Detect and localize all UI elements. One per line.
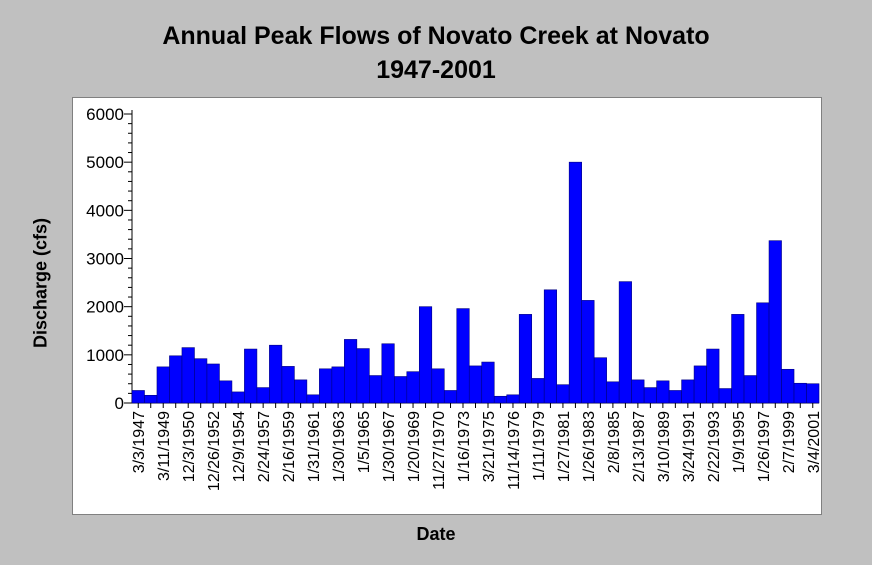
y-tick-label: 5000 <box>86 153 124 172</box>
bar <box>169 355 183 404</box>
x-tick-label: 2/13/1987 <box>631 411 648 482</box>
bar <box>543 289 557 404</box>
bar <box>718 388 732 404</box>
bar <box>406 371 420 404</box>
chart-panel: 0 1000 2000 3000 4000 5000 6000 3/3/1947 3/11/19… <box>72 97 823 515</box>
bar <box>431 368 445 404</box>
x-tick-label: 1/30/1963 <box>331 411 348 482</box>
bar <box>443 390 458 404</box>
bar <box>581 300 595 404</box>
x-tick-label: 1/30/1967 <box>381 411 398 482</box>
bar <box>631 379 645 404</box>
bar <box>356 348 370 404</box>
bar <box>206 363 220 404</box>
bar <box>468 365 483 404</box>
bar <box>506 394 520 404</box>
bar <box>294 379 308 404</box>
x-tick-label: 1/20/1969 <box>406 411 423 482</box>
bar <box>381 343 395 404</box>
bar <box>606 381 620 404</box>
y-tick-label: 1000 <box>86 346 124 365</box>
x-tick-label: 3/10/1989 <box>656 411 673 482</box>
x-tick-label: 3/21/1975 <box>481 411 498 482</box>
x-tick-label: 1/26/1997 <box>756 411 773 482</box>
bar <box>493 395 508 404</box>
x-tick-label: 2/22/1993 <box>706 411 723 482</box>
bar <box>344 339 358 404</box>
x-tick-label: 11/14/1976 <box>506 411 523 490</box>
x-tick-label: 2/16/1959 <box>281 411 298 482</box>
y-axis-label: Discharge (cfs) <box>30 217 51 349</box>
bar <box>244 348 258 404</box>
bar <box>756 302 770 404</box>
bar <box>518 314 533 404</box>
bar <box>194 358 208 404</box>
x-tick-label: 3/3/1947 <box>131 411 148 473</box>
x-tick-label: 12/26/1952 <box>206 411 223 491</box>
bar <box>231 391 245 404</box>
x-axis-label: Date <box>416 524 456 544</box>
bar <box>643 387 657 404</box>
x-tick-label: 2/8/1985 <box>606 411 623 473</box>
bar <box>256 387 270 404</box>
bar <box>531 378 545 404</box>
bar <box>793 382 807 404</box>
bar <box>806 383 820 404</box>
bar <box>693 365 707 404</box>
x-tick-label: 12/3/1950 <box>181 411 198 482</box>
bar <box>144 394 158 404</box>
bar <box>656 380 670 404</box>
y-tick-label: 4000 <box>86 201 124 220</box>
y-tick-label: 2000 <box>86 298 124 317</box>
x-tick-label: 12/9/1954 <box>231 411 248 482</box>
bar <box>319 368 333 404</box>
bar <box>481 361 495 404</box>
bar <box>181 347 195 404</box>
bar <box>369 375 383 404</box>
bar <box>269 344 283 404</box>
x-tick-label: 1/9/1995 <box>731 411 748 473</box>
bar <box>706 348 720 404</box>
x-tick-label: 3/24/1991 <box>681 411 698 482</box>
bar <box>556 384 570 404</box>
bar <box>668 390 682 404</box>
bar <box>743 375 757 404</box>
x-tick-label: 1/31/1961 <box>306 411 323 482</box>
bar <box>731 314 745 404</box>
bar <box>568 161 582 404</box>
chart-title: Annual Peak Flows of Novato Creek at Nov… <box>162 22 710 50</box>
bar <box>618 281 632 404</box>
chart-subtitle: 1947-2001 <box>376 56 496 84</box>
x-tick-label: 2/24/1957 <box>256 411 273 482</box>
x-tick-label: 11/27/1970 <box>431 411 448 490</box>
y-tick-label: 6000 <box>86 105 124 124</box>
x-tick-label: 1/16/1973 <box>456 411 473 482</box>
x-tick-label: 3/11/1949 <box>156 411 173 481</box>
bar <box>281 366 295 404</box>
bar <box>681 379 695 404</box>
bar <box>331 366 345 404</box>
bar <box>219 380 233 404</box>
x-tick-label: 1/5/1965 <box>356 411 373 473</box>
x-tick-label: 1/27/1981 <box>556 411 573 482</box>
bar <box>394 376 408 404</box>
bar-chart: 0 1000 2000 3000 4000 5000 6000 3/3/1947 3/11/19… <box>86 105 823 491</box>
bar <box>306 394 320 404</box>
x-tick-label: 1/26/1983 <box>581 411 598 482</box>
x-tick-label: 1/11/1979 <box>531 411 548 481</box>
bar <box>781 368 795 404</box>
bar <box>456 308 470 404</box>
bar <box>768 240 782 404</box>
bar <box>156 366 170 404</box>
y-tick-label: 0 <box>115 394 124 413</box>
bar <box>131 390 145 404</box>
bar <box>418 306 433 404</box>
bar <box>593 357 607 404</box>
x-tick-label: 3/4/2001 <box>806 411 823 473</box>
y-tick-label: 3000 <box>86 250 124 269</box>
x-tick-label: 2/7/1999 <box>781 411 798 473</box>
